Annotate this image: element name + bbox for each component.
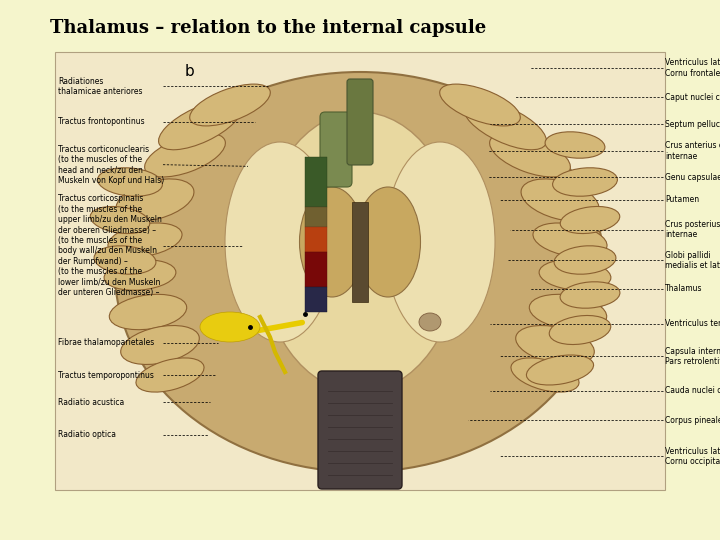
Text: Crus posterius capsulae
internae: Crus posterius capsulae internae: [665, 220, 720, 239]
Ellipse shape: [109, 294, 186, 330]
Text: Tractus frontopontinus: Tractus frontopontinus: [58, 117, 145, 126]
Ellipse shape: [539, 260, 611, 291]
Ellipse shape: [516, 326, 594, 365]
Ellipse shape: [560, 206, 620, 233]
Ellipse shape: [545, 132, 605, 158]
Ellipse shape: [440, 84, 521, 126]
Ellipse shape: [189, 84, 270, 126]
Text: Fibrae thalamoparietales: Fibrae thalamoparietales: [58, 339, 154, 347]
Ellipse shape: [553, 168, 617, 196]
Ellipse shape: [104, 260, 176, 291]
FancyBboxPatch shape: [320, 112, 352, 187]
Bar: [305, 157, 327, 207]
Ellipse shape: [300, 187, 364, 297]
Ellipse shape: [533, 223, 607, 257]
Ellipse shape: [464, 100, 546, 150]
Text: Ventriculus tertius: Ventriculus tertius: [665, 320, 720, 328]
Bar: [305, 207, 327, 227]
Text: b: b: [185, 64, 195, 79]
Text: Thalamus: Thalamus: [665, 285, 703, 293]
Text: Globi pallidi
medialis et lateralis: Globi pallidi medialis et lateralis: [665, 251, 720, 270]
Ellipse shape: [90, 206, 150, 233]
FancyBboxPatch shape: [347, 79, 373, 165]
Ellipse shape: [419, 313, 441, 331]
Text: Radiatio optica: Radiatio optica: [58, 430, 116, 439]
Text: Capsula interna
Pars retrolentiformis: Capsula interna Pars retrolentiformis: [665, 347, 720, 366]
Ellipse shape: [98, 168, 163, 196]
Text: Ventriculus lateralis
Cornu occipitale [posterius]: Ventriculus lateralis Cornu occipitale […: [665, 447, 720, 466]
Ellipse shape: [511, 358, 579, 392]
Ellipse shape: [158, 100, 241, 150]
Ellipse shape: [385, 142, 495, 342]
Bar: [352, 202, 368, 302]
Ellipse shape: [121, 326, 199, 365]
Ellipse shape: [225, 142, 335, 342]
Text: Ventriculus lateralis
Cornu frontale [anterius]: Ventriculus lateralis Cornu frontale [an…: [665, 58, 720, 77]
Bar: [305, 227, 327, 252]
Text: Caput nuclei caudati: Caput nuclei caudati: [665, 93, 720, 102]
Text: Genu capsulae internae: Genu capsulae internae: [665, 173, 720, 181]
Bar: [55, 52, 665, 490]
Ellipse shape: [115, 72, 605, 472]
Text: Putamen: Putamen: [665, 195, 699, 204]
Ellipse shape: [145, 133, 225, 177]
FancyArrowPatch shape: [253, 322, 302, 332]
Ellipse shape: [356, 187, 420, 297]
Text: Tractus corticospinalis
(to the muscles of the
upper limb/zu den Muskeln
der obe: Tractus corticospinalis (to the muscles …: [58, 194, 162, 297]
Ellipse shape: [560, 282, 620, 308]
Ellipse shape: [116, 179, 194, 221]
Ellipse shape: [200, 312, 260, 342]
Ellipse shape: [108, 223, 182, 257]
Ellipse shape: [94, 246, 156, 274]
Text: Cauda nuclei caudati: Cauda nuclei caudati: [665, 387, 720, 395]
Ellipse shape: [526, 355, 593, 385]
FancyBboxPatch shape: [318, 371, 402, 489]
Text: Tractus corticonuclearis
(to the muscles of the
head and neck/zu den
Muskeln von: Tractus corticonuclearis (to the muscles…: [58, 145, 164, 185]
Text: Tractus temporopontinus: Tractus temporopontinus: [58, 371, 154, 380]
Ellipse shape: [136, 358, 204, 392]
Bar: [305, 287, 327, 312]
Ellipse shape: [490, 133, 570, 177]
Text: Radiationes
thalamicae anteriores: Radiationes thalamicae anteriores: [58, 77, 143, 96]
Ellipse shape: [260, 112, 460, 392]
Text: Radiatio acustica: Radiatio acustica: [58, 398, 125, 407]
Ellipse shape: [529, 294, 607, 330]
Text: Thalamus – relation to the internal capsule: Thalamus – relation to the internal caps…: [50, 19, 487, 37]
Bar: [305, 252, 327, 287]
Text: Septum pellucidum: Septum pellucidum: [665, 120, 720, 129]
Ellipse shape: [521, 179, 599, 221]
Text: Crus anterius capsulae
internae: Crus anterius capsulae internae: [665, 141, 720, 161]
Text: Corpus pineale: Corpus pineale: [665, 416, 720, 424]
Ellipse shape: [549, 315, 611, 345]
Ellipse shape: [554, 246, 616, 274]
